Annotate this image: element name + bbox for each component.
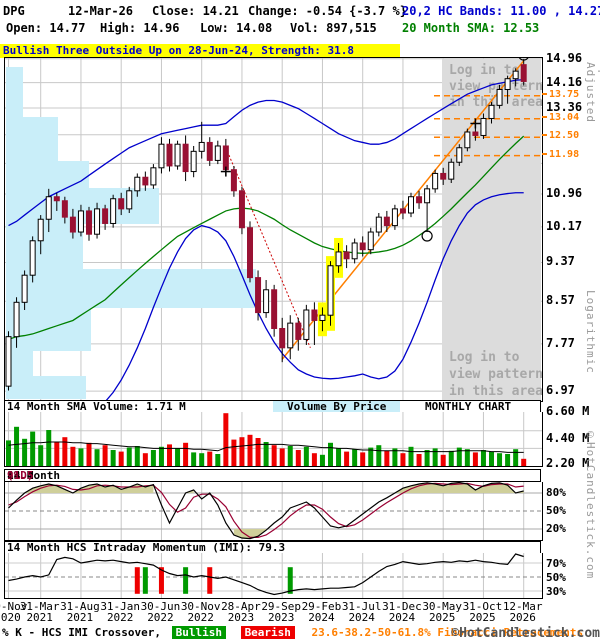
fib-axis-label: 11.98 [542,149,579,160]
stoch-k-value: 83.4 [7,469,34,482]
side-copyright-caption: ©HotCandlestick.com [584,428,597,580]
price-axis-label: 7.77 [546,335,575,350]
x-tick-label: 29-Sep 2023 [261,600,302,624]
change-label: Change: -0.54 {-3.7 %} [248,4,407,18]
volume-svg [5,412,542,466]
legend-row: % K - HCS IMI Crossover, Bullish Bearish… [2,626,600,640]
imi-axis-label: 30% [546,585,566,598]
login-prompt-text[interactable]: in this area [449,384,542,399]
x-tick-label: 30-Nov2020 [0,600,28,624]
volume-sma-title: 14 Month SMA Volume: 1.71 M [7,400,186,413]
stoch-header-strip: 14 Month Fast Stochastic (%K) (%D): 83.4… [4,469,541,518]
open-label: Open: 14.77 [6,21,86,35]
imi-axis-label: 70% [546,557,566,570]
x-tick-label: 31-Jul 2024 [341,600,382,624]
x-tick-label: 31-Dec 2024 [382,600,422,624]
fib-axis-label: 12.50 [542,130,579,141]
imi-panel [4,553,543,599]
low-label: Low: 14.08 [200,21,273,35]
imi-svg [5,553,542,598]
sma-label: 20 Month SMA: 12.53 [402,21,540,35]
imi-title: 14 Month HCS Intraday Momentum (IMI): 79… [7,541,286,554]
price-axis-label: 10.17 [546,218,583,233]
logarithmic-caption: Logarithmic [584,290,597,374]
price-axis-label: 8.57 [546,293,575,308]
split-adjusted-caption: Split and Dividend Adjusted [584,62,600,200]
symbol-label: DPG [3,4,25,18]
volume-axis-label: 4.40 M [546,431,590,445]
x-tick-label: 12-Mar 2026 [502,600,543,624]
bullish-badge: Bullish [171,626,226,639]
price-axis-label: 14.96 [546,51,583,66]
stoch-svg [5,482,542,540]
stoch-axis-label: 50% [546,504,566,517]
hc-bands-label: 20,2 HC Bands: 11.00 , 14.27 [402,4,600,18]
pattern-banner[interactable]: Bullish Three Outside Up on 28-Jun-24, S… [0,44,400,58]
x-tick-label: 28-Apr 2023 [221,600,261,624]
fib-axis-label: 13.04 [542,112,579,123]
imi-header-strip: 14 Month HCS Intraday Momentum (IMI): 79… [4,541,541,554]
high-label: High: 14.96 [100,21,180,35]
stoch-d-value: 91.5 [7,469,34,482]
copyright-label[interactable]: ©HotCandlestick.com [451,626,600,640]
date-label: 12-Mar-26 [68,4,134,18]
volume-axis-label: 6.60 M [546,404,590,418]
x-tick-label: 31-Jan 2022 [100,600,141,624]
stoch-panel [4,482,543,541]
x-tick-label: 31-Oct 2025 [462,600,503,624]
fib-legend-label: 23.6-38.2-50-61.8% Fibonacci Retracement… [311,626,584,639]
login-prompt-text[interactable]: view patterns [449,367,542,382]
price-axis-label: 6.97 [546,383,575,398]
volume-label: Vol: 897,515 [290,21,377,35]
login-prompt-text[interactable]: Log in to [449,350,520,365]
price-axis-label: 10.96 [546,186,583,201]
x-tick-label: 30-Jun 2022 [140,600,181,624]
stoch-axis-label: 20% [546,522,566,535]
volume-header-strip: 14 Month SMA Volume: 1.71 M Volume By Pr… [4,400,541,413]
bearish-badge: Bearish [240,626,295,639]
main-chart-panel: Log in to view patterns in this area Log in… [4,57,543,402]
price-axis-label: 9.37 [546,254,575,269]
close-label: Close: 14.21 [152,4,239,18]
login-prompt-text[interactable]: view patterns [449,79,542,94]
volume-panel [4,412,543,467]
fib-axis-label: 13.75 [542,89,579,100]
volume-by-price-title: Volume By Price [273,401,401,413]
x-tick-label: 31-Aug 2021 [60,600,100,624]
x-tick-label: 30-Nov 2022 [180,600,221,624]
x-tick-label: 31-Mar 2021 [19,600,60,624]
volume-axis-label: 2.20 M [546,456,590,470]
login-prompt-text[interactable]: Log in to [449,63,520,78]
x-tick-label: 29-Feb 2024 [301,600,342,624]
monthly-chart-title: MONTHLY CHART [425,400,512,413]
login-prompt-text[interactable]: in this area [449,95,542,110]
price-axis-label: 13.36 [546,100,583,115]
crossover-legend-label: % K - HCS IMI Crossover, [2,626,161,639]
imi-axis-label: 50% [546,571,566,584]
x-tick-label: 30-May 2025 [422,600,463,624]
stoch-axis-label: 80% [546,486,566,499]
price-axis-label: 14.16 [546,74,583,89]
